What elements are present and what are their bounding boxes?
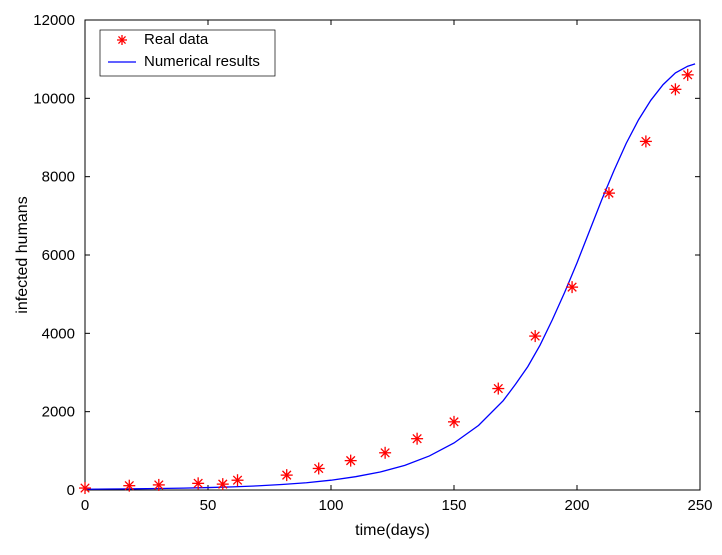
- y-tick-label: 0: [67, 482, 75, 499]
- chart-svg: 0 50 100 150 200 250 0 2000 4000 6000 8000 10000 120…: [0, 0, 722, 555]
- scatter-point-0-18: [682, 69, 694, 81]
- scatter-point-0-7: [313, 462, 325, 474]
- x-tick-label: 250: [687, 497, 712, 514]
- plot-box: [85, 20, 700, 490]
- scatter-point-0-15: [603, 187, 615, 199]
- scatter-point-0-3: [192, 477, 204, 489]
- scatter-point-0-12: [492, 383, 504, 395]
- scatter-point-0-2: [153, 479, 165, 491]
- scatter-point-0-6: [281, 469, 293, 481]
- scatter-point-0-16: [640, 135, 652, 147]
- y-tick-label: 12000: [33, 12, 75, 29]
- x-tick-label: 150: [441, 497, 466, 514]
- line-series-1: [85, 64, 695, 489]
- x-axis-label: time(days): [355, 522, 430, 539]
- scatter-point-0-4: [217, 478, 229, 490]
- scatter-point-0-10: [411, 433, 423, 445]
- legend-label-0: Real data: [144, 31, 209, 48]
- x-tick-label: 0: [81, 497, 89, 514]
- y-tick-label: 10000: [33, 90, 75, 107]
- scatter-point-0-9: [379, 447, 391, 459]
- scatter-point-0-14: [566, 281, 578, 293]
- scatter-point-0-0: [79, 482, 91, 494]
- x-tick-label: 100: [318, 497, 343, 514]
- scatter-point-0-13: [529, 330, 541, 342]
- chart-container: 0 50 100 150 200 250 0 2000 4000 6000 8000 10000 120…: [0, 0, 722, 555]
- scatter-point-0-17: [669, 83, 681, 95]
- legend-label-1: Numerical results: [144, 53, 260, 70]
- y-tick-label: 6000: [42, 247, 75, 264]
- scatter-point-0-5: [232, 474, 244, 486]
- y-tick-label: 4000: [42, 325, 75, 342]
- scatter-point-0-11: [448, 416, 460, 428]
- y-tick-label: 2000: [42, 404, 75, 421]
- x-tick-label: 200: [564, 497, 589, 514]
- y-axis-label: infected humans: [14, 196, 31, 313]
- legend: Real data Numerical results: [100, 30, 275, 76]
- x-tick-label: 50: [200, 497, 217, 514]
- scatter-point-0-1: [123, 480, 135, 492]
- legend-marker-0: [117, 35, 127, 45]
- scatter-point-0-8: [345, 455, 357, 467]
- y-tick-label: 8000: [42, 169, 75, 186]
